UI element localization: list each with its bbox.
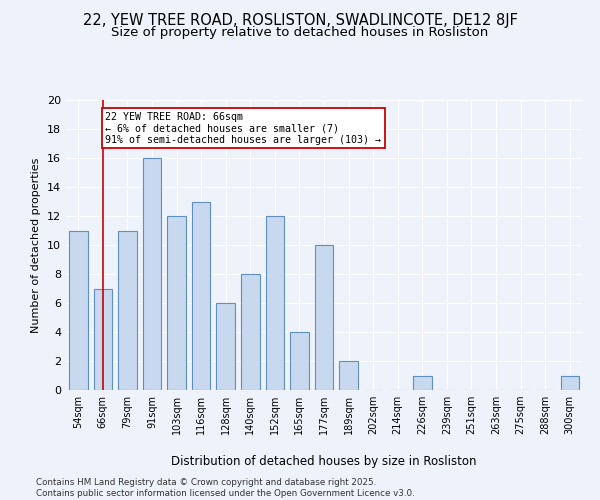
Bar	[315, 245, 333, 390]
Bar	[241, 274, 260, 390]
Text: Contains HM Land Registry data © Crown copyright and database right 2025.
Contai: Contains HM Land Registry data © Crown c…	[36, 478, 415, 498]
Bar	[217, 303, 235, 390]
Text: 22, YEW TREE ROAD, ROSLISTON, SWADLINCOTE, DE12 8JF: 22, YEW TREE ROAD, ROSLISTON, SWADLINCOT…	[83, 12, 517, 28]
Bar	[192, 202, 211, 390]
Bar	[118, 230, 137, 390]
Text: Distribution of detached houses by size in Rosliston: Distribution of detached houses by size …	[171, 454, 477, 468]
Bar	[69, 230, 88, 390]
Text: 22 YEW TREE ROAD: 66sqm
← 6% of detached houses are smaller (7)
91% of semi-deta: 22 YEW TREE ROAD: 66sqm ← 6% of detached…	[106, 112, 382, 145]
Bar	[290, 332, 308, 390]
Y-axis label: Number of detached properties: Number of detached properties	[31, 158, 41, 332]
Bar	[340, 361, 358, 390]
Bar	[143, 158, 161, 390]
Text: Size of property relative to detached houses in Rosliston: Size of property relative to detached ho…	[112, 26, 488, 39]
Bar	[266, 216, 284, 390]
Bar	[560, 376, 579, 390]
Bar	[167, 216, 186, 390]
Bar	[413, 376, 431, 390]
Bar	[94, 288, 112, 390]
